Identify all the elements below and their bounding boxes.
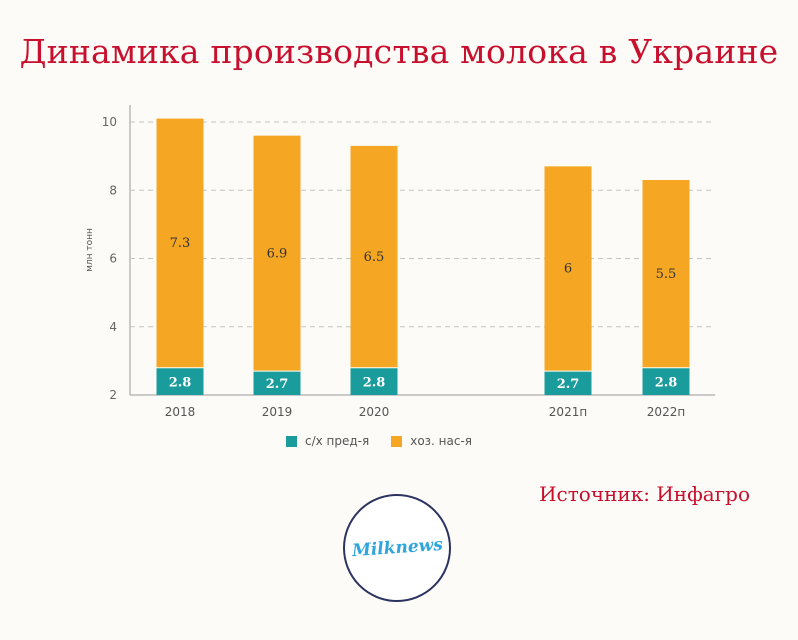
y-tick-label: 2 — [109, 388, 117, 402]
bar-segment-households — [350, 145, 398, 368]
legend-label-households: хоз. нас-я — [410, 434, 473, 448]
y-tick-label: 6 — [109, 252, 117, 266]
data-label-households: 5.5 — [656, 267, 677, 282]
y-axis-label: млн тонн — [85, 228, 95, 272]
y-tick-label: 10 — [102, 115, 117, 129]
chart-title: Динамика производства молока в Украине — [19, 32, 779, 71]
bar-segment-agri-enterprises — [156, 367, 204, 395]
bar-segment-agri-enterprises — [642, 367, 690, 395]
bar-segment-households — [156, 118, 204, 368]
data-label-households: 6 — [564, 262, 572, 277]
x-tick-label: 2021п — [549, 405, 587, 419]
y-tick-label: 4 — [109, 320, 117, 334]
x-tick-label: 2018 — [165, 405, 196, 419]
data-label-households: 6.9 — [267, 246, 288, 261]
y-tick-label: 8 — [109, 183, 117, 197]
legend-item-agri-enterprises: с/х пред-я — [285, 434, 370, 448]
bar-segment-households — [253, 135, 301, 372]
bar-segment-households — [642, 180, 690, 368]
legend-swatch-teal — [285, 435, 297, 447]
bar-segment-households — [544, 166, 592, 372]
x-tick-label: 2022п — [647, 405, 685, 419]
data-label-households: 6.5 — [364, 250, 385, 265]
data-label-agri-enterprises: 2.8 — [363, 375, 386, 390]
x-tick-label: 2019 — [262, 405, 293, 419]
legend-swatch-orange — [391, 435, 403, 447]
data-label-households: 7.3 — [170, 236, 191, 251]
legend-item-households: хоз. нас-я — [391, 434, 472, 448]
bar-segment-agri-enterprises — [253, 371, 301, 395]
legend-label-agri-enterprises: с/х пред-я — [304, 434, 370, 448]
logo-text: Milknews — [350, 534, 444, 562]
bar-segment-agri-enterprises — [350, 367, 398, 395]
data-label-agri-enterprises: 2.7 — [557, 377, 580, 392]
bar-segment-agri-enterprises — [544, 371, 592, 395]
legend: с/х пред-я хоз. нас-я — [0, 434, 778, 448]
data-label-agri-enterprises: 2.8 — [655, 375, 678, 390]
data-label-agri-enterprises: 2.8 — [169, 375, 192, 390]
data-label-agri-enterprises: 2.7 — [266, 377, 289, 392]
source-note: Источник: Инфагро — [539, 482, 750, 506]
x-tick-label: 2020 — [359, 405, 390, 419]
milknews-logo: Milknews — [343, 494, 451, 602]
